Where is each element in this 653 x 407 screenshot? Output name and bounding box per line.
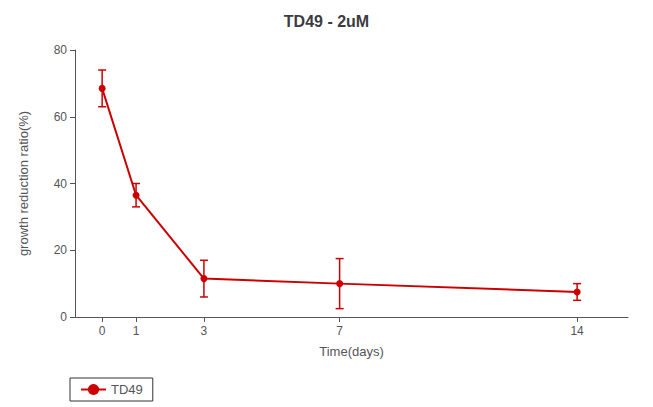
svg-text:TD49: TD49	[111, 382, 143, 397]
svg-text:TD49 - 2uM: TD49 - 2uM	[284, 13, 369, 30]
svg-text:Time(days): Time(days)	[319, 344, 384, 359]
svg-text:0: 0	[60, 310, 67, 324]
svg-text:1: 1	[133, 324, 140, 338]
svg-text:80: 80	[54, 43, 68, 57]
svg-text:7: 7	[336, 324, 343, 338]
svg-text:3: 3	[201, 324, 208, 338]
svg-text:14: 14	[570, 324, 584, 338]
svg-text:60: 60	[54, 110, 68, 124]
svg-text:0: 0	[99, 324, 106, 338]
svg-text:40: 40	[54, 177, 68, 191]
svg-text:growth reduction ratio(%): growth reduction ratio(%)	[16, 111, 31, 256]
svg-text:20: 20	[54, 243, 68, 257]
